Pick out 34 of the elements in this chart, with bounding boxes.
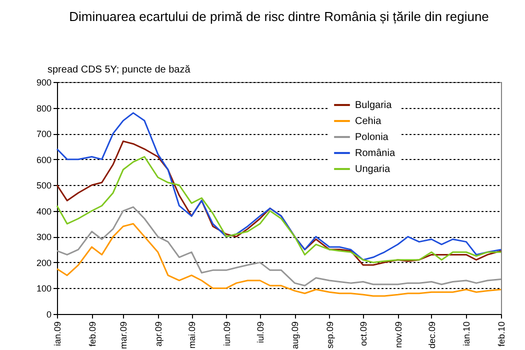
x-tick-label: iun.09	[222, 322, 232, 346]
y-tick-label: 500	[36, 180, 52, 191]
x-tick-label: feb.10	[496, 322, 506, 347]
y-axis-title: spread CDS 5Y; puncte de bază	[48, 64, 191, 76]
y-tick-label: 100	[36, 284, 52, 294]
x-tick-label: oct.09	[358, 322, 369, 346]
y-tick-label: 200	[36, 258, 52, 268]
line-series	[56, 112, 502, 261]
x-tick-label: mar.09	[118, 322, 129, 350]
x-tick-label: ian.09	[52, 322, 62, 346]
x-tick-label: apr.09	[153, 322, 164, 347]
y-tick-label: 800	[36, 103, 52, 114]
y-tick-label: 0	[46, 310, 52, 320]
y-tick-label: 300	[36, 232, 52, 242]
y-tick-label: 400	[36, 206, 52, 216]
y-tick-label: 900	[36, 78, 52, 88]
x-tick-label: nov.09	[393, 322, 404, 348]
x-tick-label: dec.09	[426, 322, 437, 349]
x-tick-label: aug.09	[290, 322, 300, 350]
chart-title: Diminuarea ecartului de primă de risc dintre România și țările din regiune	[69, 9, 489, 24]
legend-label: Bulgaria	[355, 100, 392, 111]
line-series	[56, 223, 502, 297]
legend-label: Cehia	[355, 116, 382, 127]
line-series	[56, 206, 502, 286]
legend-label: România	[355, 148, 396, 159]
x-tick-label: feb.09	[87, 322, 98, 347]
y-tick-label: 600	[36, 154, 52, 165]
legend-label: Polonia	[355, 132, 389, 143]
x-tick-label: ian.10	[462, 322, 472, 346]
y-tick-label: 700	[36, 129, 52, 140]
x-tick-label: mai.09	[187, 322, 198, 349]
legend-label: Ungaria	[355, 164, 390, 175]
x-tick-label: iul.09	[255, 322, 266, 344]
x-tick-label: sep.09	[324, 322, 335, 349]
